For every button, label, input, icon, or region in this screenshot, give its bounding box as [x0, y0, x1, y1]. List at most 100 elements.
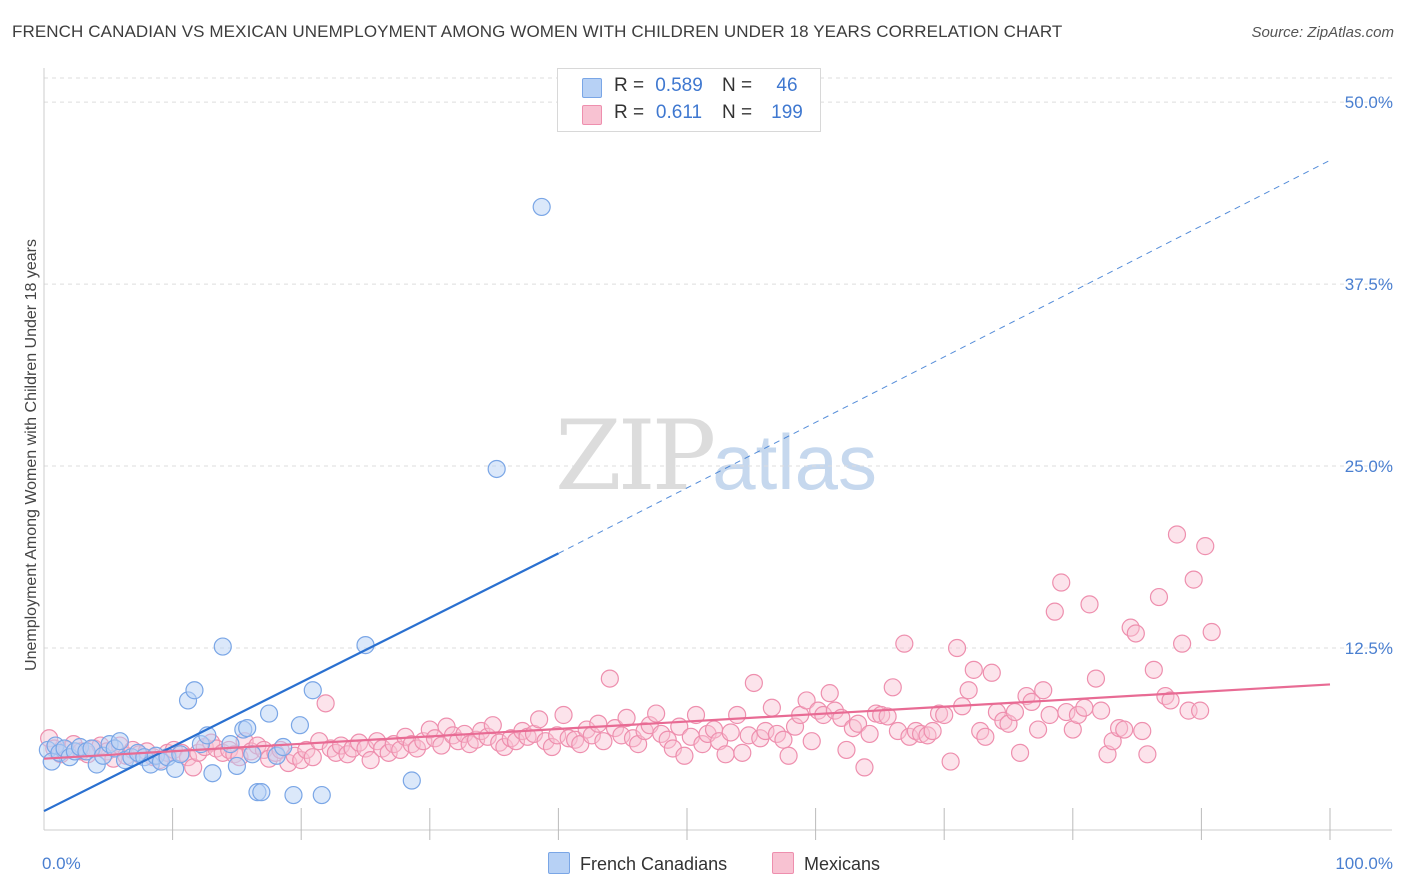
french-canadians-trend-extension	[558, 159, 1331, 554]
bottom-legend-label: French Canadians	[580, 854, 728, 874]
mexicans-point	[959, 681, 978, 700]
watermark: ZIPatlas	[555, 400, 877, 512]
mexicans-point	[1133, 721, 1152, 741]
mexicans-point	[762, 698, 781, 717]
mexicans-point	[1191, 701, 1210, 720]
legend-n-value: 46	[776, 75, 798, 96]
mexicans-point	[923, 721, 942, 741]
mexicans-point	[647, 704, 666, 723]
french-canadians-point	[284, 785, 303, 805]
mexicans-point	[448, 732, 468, 751]
mexicans-point	[1080, 595, 1099, 614]
mexicans-point	[1144, 660, 1163, 679]
mexicans-point	[802, 732, 821, 751]
mexicans-point	[848, 714, 868, 733]
y-tick-label: 50.0%	[1345, 93, 1393, 112]
legend-n-label: N =	[722, 102, 753, 123]
legend-n-label: N =	[722, 75, 753, 96]
mexicans-point	[629, 735, 648, 754]
french-canadians-point	[110, 732, 129, 751]
french-canadians-point	[312, 785, 331, 805]
mexicans-point	[675, 746, 694, 765]
mexicans-point	[739, 726, 758, 745]
x-tick-label-min: 0.0%	[42, 854, 81, 873]
mexicans-point	[425, 729, 445, 748]
mexicans-point	[999, 714, 1018, 733]
bottom-legend-label: Mexicans	[804, 854, 881, 874]
french-canadians-point	[238, 718, 257, 738]
mexicans-point	[1184, 570, 1203, 589]
mexicans-point	[982, 663, 1001, 682]
mexicans-point	[1196, 537, 1215, 556]
grid-lines	[44, 77, 1392, 649]
mexicans-point	[292, 751, 311, 770]
french-canadians-point	[213, 637, 232, 656]
mexicans-point	[911, 724, 931, 744]
mexicans-point	[577, 720, 596, 739]
mexicans-point	[589, 714, 608, 733]
trend-lines	[43, 159, 1331, 813]
french-canadians-point	[290, 716, 310, 735]
mexicans-point	[1121, 618, 1140, 637]
mexicans-point	[1115, 720, 1134, 739]
mexicans-point	[530, 710, 549, 729]
mexicans-point	[941, 752, 960, 771]
mexicans-point	[594, 732, 613, 751]
mexicans-point	[825, 701, 844, 720]
mexicans-point	[1202, 622, 1221, 642]
mexicans-point	[1052, 573, 1071, 592]
mexicans-point	[1017, 686, 1036, 706]
french-canadians-point	[532, 197, 551, 217]
mexicans-point	[947, 638, 967, 658]
mexicans-point	[716, 745, 735, 764]
x-tick-label-max: 100.0%	[1335, 854, 1393, 873]
mexicans-point	[1086, 669, 1106, 688]
mexicans-point	[964, 660, 983, 679]
mexicans-point	[888, 721, 908, 741]
mexicans-point	[1028, 720, 1048, 739]
mexicans-point	[895, 634, 914, 653]
mexicans-point	[744, 673, 763, 693]
french-canadians-point	[252, 783, 271, 802]
mexicans-point	[297, 740, 316, 760]
chart-source: Source: ZipAtlas.com	[1251, 24, 1394, 41]
legend-n-value: 199	[771, 102, 803, 123]
mexicans-point	[878, 707, 897, 726]
mexicans-point	[779, 746, 798, 765]
mexicans-point	[466, 730, 486, 749]
mexicans-point	[1034, 681, 1053, 700]
mexicans-point	[658, 730, 677, 749]
french-canadians-point	[487, 459, 506, 479]
mexicans-point	[733, 743, 752, 762]
french-canadians-points	[38, 197, 551, 805]
french-canadians-point	[402, 771, 421, 790]
mexicans-point	[728, 705, 747, 725]
mexicans-point	[860, 724, 879, 744]
mexicans-point	[686, 705, 706, 725]
mexicans-point	[774, 730, 793, 749]
mexicans-point	[361, 751, 380, 770]
mexicans-point	[605, 718, 625, 738]
mexicans-point	[1010, 743, 1030, 762]
mexicans-point	[432, 736, 451, 755]
mexicans-point	[1149, 587, 1169, 607]
mexicans-point	[837, 740, 856, 760]
french-canadians-trend-line	[43, 552, 559, 813]
axes	[43, 68, 1392, 840]
bottom-legend-swatch-french-canadians	[548, 852, 570, 874]
mexicans-point	[600, 669, 619, 688]
french-canadians-point	[171, 745, 190, 764]
legend-swatch-mexicans	[582, 105, 602, 125]
mexicans-point	[935, 705, 954, 725]
mexicans-point	[612, 726, 631, 745]
mexicans-point	[379, 743, 398, 762]
watermark-zip: ZIP	[555, 400, 716, 512]
mexicans-point	[338, 745, 357, 764]
french-canadians-point	[303, 681, 322, 700]
french-canadians-point	[227, 756, 246, 776]
mexicans-point	[785, 717, 805, 736]
mexicans-point	[559, 729, 578, 748]
mexicans-point	[1045, 602, 1064, 621]
mexicans-point	[548, 726, 567, 745]
mexicans-point	[316, 694, 335, 713]
